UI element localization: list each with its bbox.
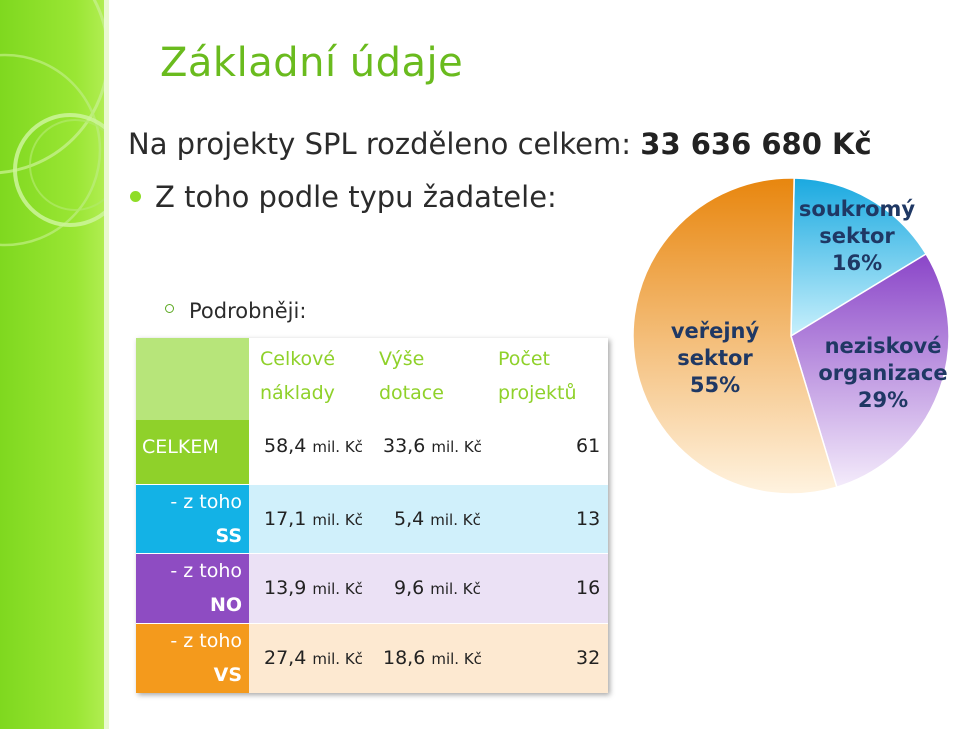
celkem-costs: 58,4 mil. Kč <box>264 435 363 457</box>
pie-label-nonprofit-pct: 29% <box>857 388 909 412</box>
pie-label-public-pct: 55% <box>689 373 741 397</box>
celkem-count: 61 <box>576 435 601 457</box>
ring-bullet-icon <box>165 303 174 313</box>
header-count-2: projektů <box>498 382 577 404</box>
detail-label-text: Podrobněji: <box>189 299 307 323</box>
pie-label-private-line1: soukromý <box>798 197 916 221</box>
header-count-1: Počet <box>498 348 550 370</box>
ss-subsidy: 5,4 mil. Kč <box>394 508 481 530</box>
header-costs-2: náklady <box>260 382 335 404</box>
detail-label: Podrobněji: <box>165 299 306 323</box>
total-prefix: Na projekty SPL rozděleno celkem: <box>128 127 641 161</box>
pie-label-nonprofit-line2: organizace <box>818 361 948 385</box>
ss-count: 13 <box>576 508 601 530</box>
vs-costs: 27,4 mil. Kč <box>264 647 363 669</box>
no-subsidy: 9,6 mil. Kč <box>394 577 481 599</box>
decorative-circles <box>0 0 108 247</box>
decorative-left-band <box>0 0 108 729</box>
celkem-label-cell <box>136 420 249 484</box>
slide-title: Základní údaje <box>160 40 464 86</box>
pie-label-nonprofit: neziskové organizace 29% <box>812 333 954 414</box>
vs-label-cell <box>136 623 249 693</box>
bullet-icon <box>130 190 141 202</box>
row-label-celkem: CELKEM <box>142 436 219 458</box>
row-label-no-2: NO <box>209 594 242 616</box>
header-subsidy-2: dotace <box>379 382 444 404</box>
subheading: Z toho podle typu žadatele: <box>130 180 557 214</box>
pie-label-nonprofit-line1: neziskové <box>824 334 942 358</box>
band-edge <box>104 0 109 729</box>
header-subsidy-1: Výše <box>379 348 425 370</box>
pie-slice-nonprofit <box>790 252 950 489</box>
row-label-ss-2: SS <box>215 525 242 547</box>
row-label-ss-1: - z toho <box>170 491 242 513</box>
celkem-subsidy: 33,6 mil. Kč <box>383 435 482 457</box>
pie-chart: veřejný sektor 55% soukromý sektor 16% n… <box>626 176 956 500</box>
no-count: 16 <box>576 577 601 599</box>
pie-chart-svg <box>632 177 950 495</box>
subheading-text: Z toho podle typu žadatele: <box>155 180 557 214</box>
pie-label-public-line2: sektor <box>677 346 753 370</box>
row-label-vs-2: VS <box>213 664 242 686</box>
header-costs-1: Celkové <box>260 348 336 370</box>
pie-label-public-line1: veřejný <box>670 319 760 343</box>
summary-table: Celkové náklady Výše dotace Počet projek… <box>136 338 608 693</box>
header-corner <box>136 338 249 420</box>
no-label-cell <box>136 553 249 623</box>
row-label-no-1: - z toho <box>170 560 242 582</box>
vs-subsidy: 18,6 mil. Kč <box>383 647 482 669</box>
no-costs: 13,9 mil. Kč <box>264 577 363 599</box>
pie-label-private-pct: 16% <box>831 251 883 275</box>
total-summary: Na projekty SPL rozděleno celkem: 33 636… <box>128 127 872 161</box>
pie-label-private-line2: sektor <box>819 224 895 248</box>
vs-count: 32 <box>576 647 601 669</box>
row-label-vs-1: - z toho <box>170 630 242 652</box>
total-value: 33 636 680 Kč <box>640 127 872 161</box>
pie-slice-public <box>632 177 838 495</box>
ss-costs: 17,1 mil. Kč <box>264 508 363 530</box>
pie-label-public: veřejný sektor 55% <box>660 318 770 399</box>
pie-label-private: soukromý sektor 16% <box>792 196 922 277</box>
pie-slice-private <box>790 177 928 338</box>
ss-label-cell <box>136 484 249 553</box>
